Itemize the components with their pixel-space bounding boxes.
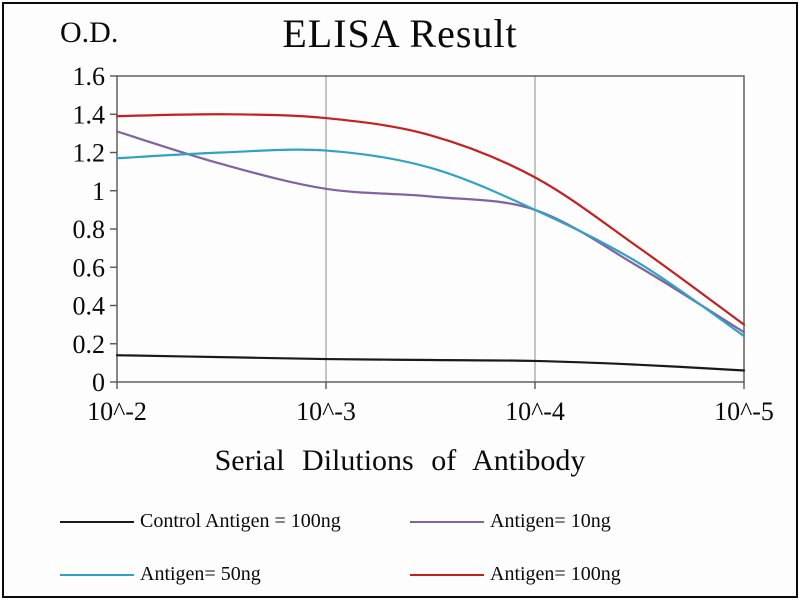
svg-text:10^-5: 10^-5 — [714, 397, 774, 426]
x-axis-title: Serial Dilutions of Antibody — [214, 444, 586, 477]
svg-text:10^-3: 10^-3 — [296, 397, 356, 426]
legend-item-antigen-10ng: Antigen= 10ng — [410, 510, 740, 533]
legend-line-swatch — [410, 520, 484, 523]
chart-legend: Control Antigen = 100ng Antigen= 10ng An… — [4, 510, 796, 586]
svg-text:0: 0 — [92, 368, 105, 397]
svg-text:10^-2: 10^-2 — [87, 397, 147, 426]
line-chart-canvas: 0 0.2 0.4 0.6 0.8 1 1.2 1.4 1.6 10^-2 10^-3 10^-4 10… — [73, 62, 774, 426]
svg-text:0.2: 0.2 — [73, 330, 106, 359]
legend-item-antigen-50ng: Antigen= 50ng — [60, 563, 410, 586]
svg-text:1.6: 1.6 — [73, 62, 106, 91]
legend-item-control-antigen: Control Antigen = 100ng — [60, 510, 410, 533]
legend-label: Antigen= 100ng — [490, 563, 621, 585]
legend-line-swatch — [60, 573, 134, 576]
legend-label: Antigen= 10ng — [490, 510, 611, 532]
svg-text:1: 1 — [92, 177, 105, 206]
svg-text:10^-4: 10^-4 — [505, 397, 565, 426]
legend-label: Control Antigen = 100ng — [140, 510, 341, 532]
svg-text:1.2: 1.2 — [73, 139, 106, 168]
legend-item-antigen-100ng: Antigen= 100ng — [410, 563, 740, 586]
chart-title: ELISA Result — [282, 11, 518, 56]
legend-label: Antigen= 50ng — [140, 563, 261, 585]
svg-text:1.4: 1.4 — [73, 100, 106, 129]
legend-line-swatch — [410, 573, 484, 576]
legend-line-swatch — [60, 520, 134, 523]
svg-text:0.8: 0.8 — [73, 215, 106, 244]
svg-text:0.4: 0.4 — [73, 292, 106, 321]
svg-text:0.6: 0.6 — [73, 253, 106, 282]
y-axis-title: O.D. — [60, 16, 119, 49]
